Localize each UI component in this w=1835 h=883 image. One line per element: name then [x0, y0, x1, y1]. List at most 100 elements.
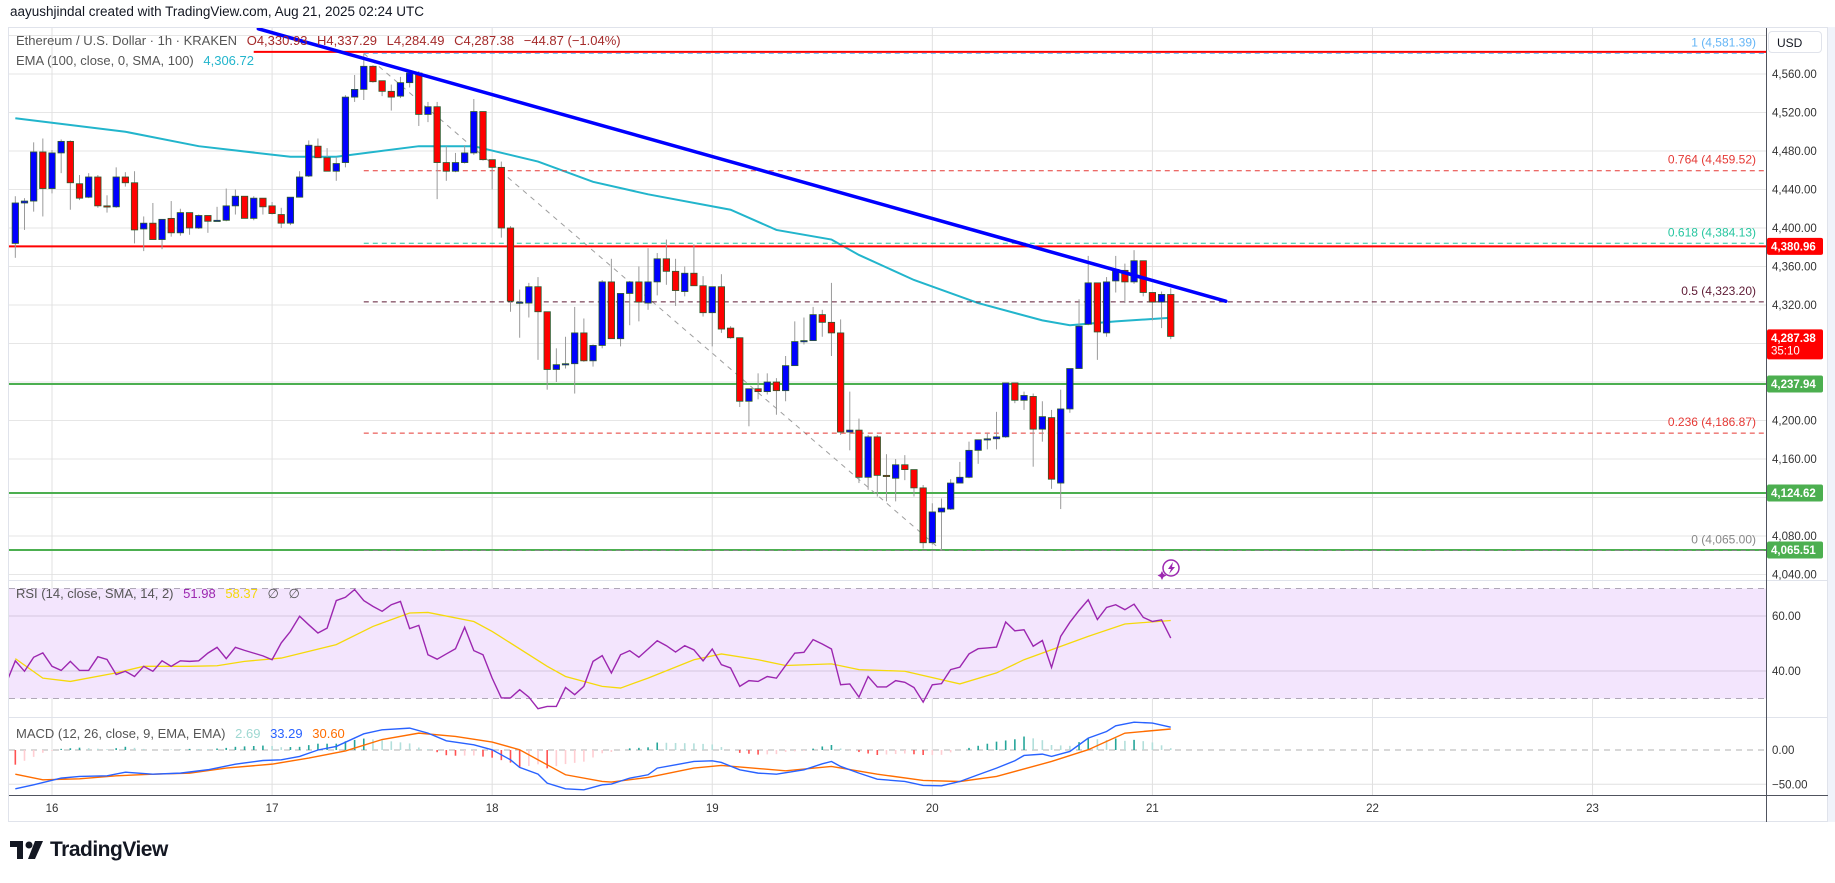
candle-body-up — [681, 272, 689, 292]
candle-body-down — [497, 166, 505, 229]
candle-body-up — [351, 89, 359, 98]
candle — [763, 373, 771, 395]
candle-body-down — [314, 145, 322, 159]
candle-body-up — [626, 281, 634, 294]
candle — [1112, 255, 1120, 293]
rsi-label: RSI (14, close, SMA, 14, 2) — [16, 586, 174, 601]
macd-legend[interactable]: MACD (12, 26, close, 9, EMA, EMA) 2.69 3… — [16, 726, 351, 741]
candle — [598, 279, 606, 349]
candle — [635, 266, 643, 322]
candle — [818, 309, 826, 337]
candle-body-down — [607, 281, 615, 340]
candle — [1157, 291, 1166, 329]
candle-body-up — [561, 363, 570, 366]
candle-body-up — [745, 388, 753, 402]
candle — [552, 348, 560, 382]
candle-body-down — [855, 429, 863, 478]
ema-legend[interactable]: EMA (100, close, 0, SMA, 100) 4,306.72 — [16, 53, 260, 68]
candle-body-up — [1057, 408, 1065, 484]
candle — [461, 145, 469, 164]
rsi-legend[interactable]: RSI (14, close, SMA, 14, 2) 51.98 58.37 … — [16, 586, 306, 602]
candle-body-down — [901, 464, 909, 470]
candle — [66, 140, 74, 210]
tradingview-logo[interactable]: TradingView — [10, 838, 168, 862]
time-tick-label: 23 — [1586, 803, 1599, 815]
candle-body-up — [1075, 325, 1083, 369]
candle — [1148, 292, 1156, 321]
symbol-name[interactable]: Ethereum / U.S. Dollar · 1h · KRAKEN — [16, 33, 238, 48]
macd-signal-line — [15, 728, 1171, 783]
price-tag-value: 4,065.51 — [1771, 545, 1816, 557]
candle — [268, 202, 276, 215]
candle — [1047, 409, 1056, 489]
candle-body-up — [1130, 260, 1138, 283]
candle — [1084, 255, 1092, 326]
candle — [57, 139, 65, 174]
candle-body-up — [992, 436, 1001, 440]
candle — [892, 459, 900, 502]
symbol-legend: Ethereum / U.S. Dollar · 1h · KRAKEN O4,… — [16, 33, 627, 48]
alert-icon-ring — [1162, 559, 1180, 577]
candle-body-up — [983, 438, 991, 441]
candle-body-down — [754, 388, 762, 393]
candle-body-up — [965, 449, 973, 478]
candle-body-down — [204, 215, 212, 222]
candle-body-up — [956, 476, 964, 484]
ema-100-line — [15, 117, 1171, 327]
currency-selector[interactable]: USD — [1768, 31, 1822, 53]
candle — [30, 142, 38, 212]
macd-pane — [9, 721, 1766, 791]
candle-body-up — [937, 507, 946, 513]
price-pane: 1 (4,581.39) 0.764 (4,459.52) 0.618 (4,384… — [9, 28, 1766, 551]
candle — [653, 253, 661, 296]
candle-body-down — [442, 162, 450, 172]
price-tick-label: 4,520.00 — [1772, 108, 1817, 120]
candle — [75, 175, 84, 201]
candle — [525, 282, 533, 318]
candle — [415, 71, 423, 126]
low-value: L4,284.49 — [386, 33, 445, 48]
candle — [800, 317, 808, 345]
time-tick-label: 19 — [706, 803, 719, 815]
candle-body-up — [213, 219, 221, 222]
axes: 16 17 18 19 20 21 22 23 4,560.00 4,520.00 4,480.00… — [9, 28, 1828, 822]
candle-body-up — [846, 429, 854, 433]
price-tag-green: 4,065.51 — [1767, 541, 1823, 559]
candle-body-up — [195, 215, 203, 229]
candle — [323, 148, 331, 172]
candle — [396, 76, 405, 99]
candle-body-up — [332, 163, 340, 172]
candle-body-down — [479, 111, 487, 161]
candle — [873, 434, 881, 497]
candle-body-down — [1093, 282, 1101, 333]
tradingview-logo-text: TradingView — [50, 838, 168, 861]
candle — [360, 53, 368, 100]
change-value: −44.87 (−1.04%) — [523, 33, 621, 48]
candle-body-up — [1020, 395, 1028, 401]
candle — [956, 461, 964, 484]
macd-tick-label: −50.00 — [1772, 779, 1808, 791]
candle-body-down — [662, 258, 670, 272]
candle-body-down — [534, 286, 542, 313]
candle-body-down — [323, 157, 331, 172]
candle-body-up — [892, 464, 900, 479]
candle-body-down — [121, 176, 129, 184]
price-tag-value: 4,124.62 — [1771, 488, 1816, 500]
candle-body-up — [396, 82, 405, 97]
candle-body-down — [772, 381, 781, 392]
candle-body-down — [1148, 292, 1156, 303]
candle-body-up — [708, 286, 716, 314]
candle — [286, 196, 295, 226]
candle — [240, 195, 249, 219]
candle — [864, 434, 872, 490]
candle — [176, 208, 184, 236]
candle-body-down — [433, 106, 441, 163]
candle — [690, 244, 698, 287]
candle-body-down — [736, 337, 744, 402]
candle — [782, 356, 790, 402]
candle — [185, 212, 194, 235]
candle — [121, 172, 129, 187]
candle — [1011, 382, 1019, 404]
candle — [305, 140, 313, 177]
